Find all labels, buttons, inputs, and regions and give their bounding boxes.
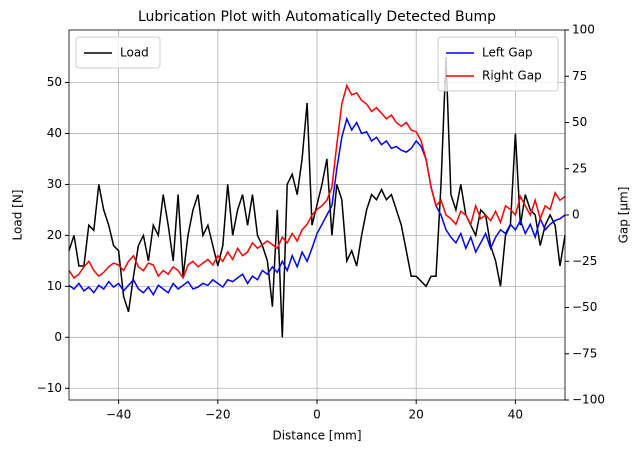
y2-tick-label: 50 [572, 115, 587, 129]
y2-tick-label: −75 [572, 346, 597, 360]
plot-frame [68, 29, 566, 401]
y2-tick-label: −100 [572, 393, 605, 407]
x-tick-label: −20 [205, 408, 230, 422]
x-tick-label: −40 [106, 408, 131, 422]
y-tick-label: 50 [47, 75, 62, 89]
y2-tick-label: −25 [572, 254, 597, 268]
chart-title: Lubrication Plot with Automatically Dete… [138, 9, 496, 25]
legend-label: Load [120, 46, 149, 60]
y2-tick-label: −50 [572, 300, 597, 314]
y2-axis-label: Gap [µm] [617, 187, 631, 244]
y-tick-label: 30 [47, 177, 62, 191]
y-tick-label: 20 [47, 228, 62, 242]
x-tick-label: 40 [508, 408, 523, 422]
legend-label: Right Gap [482, 69, 542, 83]
y2-tick-label: 0 [572, 208, 580, 222]
y2-tick-label: 75 [572, 69, 587, 83]
y-tick-label: 10 [47, 279, 62, 293]
y-tick-label: 40 [47, 126, 62, 140]
legend-box [437, 36, 559, 92]
x-axis-label: Distance [mm] [272, 429, 361, 443]
x-tick-label: 0 [313, 408, 321, 422]
y2-tick-label: 25 [572, 161, 587, 175]
y-tick-label: 0 [54, 330, 62, 344]
legend-label: Left Gap [482, 46, 533, 60]
x-tick-label: 20 [409, 408, 424, 422]
y-tick-label: −10 [37, 381, 62, 395]
data-line [68, 116, 566, 297]
data-line [68, 56, 566, 338]
legend-box [75, 36, 161, 69]
y2-tick-label: 100 [572, 23, 595, 37]
y-axis-label: Load [N] [11, 190, 25, 241]
data-line [68, 83, 566, 280]
